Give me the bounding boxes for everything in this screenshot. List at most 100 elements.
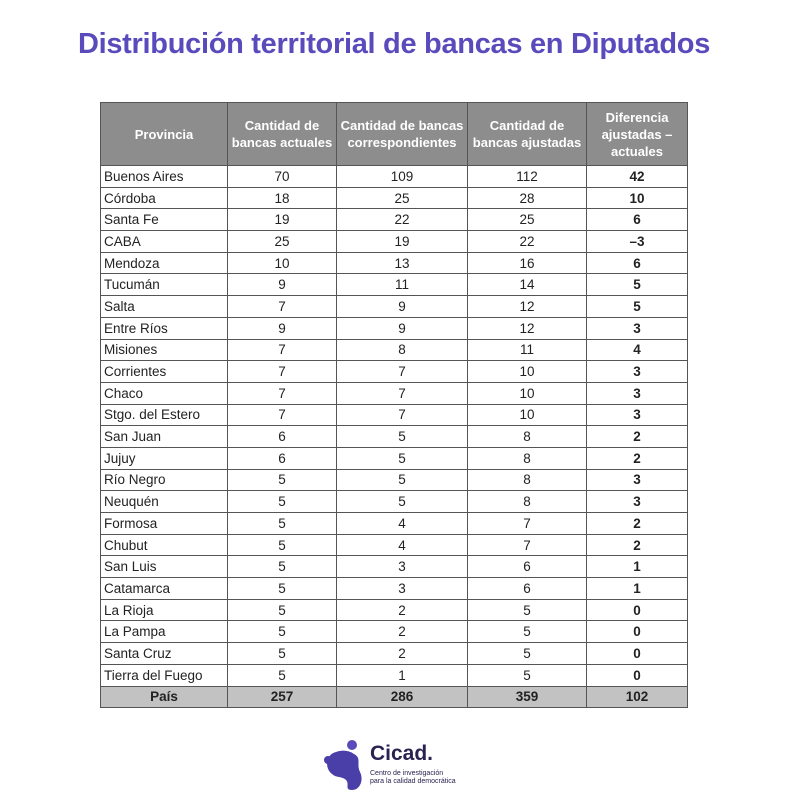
table-row: Jujuy 6 5 8 2 xyxy=(100,446,688,470)
cell-diferencia: 1 xyxy=(586,577,688,600)
table-row: San Luis 5 3 6 1 xyxy=(100,555,688,579)
table-row: Stgo. del Estero 7 7 10 3 xyxy=(100,403,688,427)
cell-provincia: Río Negro xyxy=(100,468,228,492)
cell-diferencia: 2 xyxy=(586,512,688,535)
cell-value: 8 xyxy=(467,490,587,513)
total-value: 102 xyxy=(586,685,688,708)
cell-value: 11 xyxy=(467,338,587,362)
cell-diferencia: 5 xyxy=(586,295,688,318)
cicad-logo-icon xyxy=(324,740,362,790)
cell-value: 28 xyxy=(467,186,587,210)
cell-value: 14 xyxy=(467,273,587,297)
total-label: País xyxy=(100,685,228,708)
cell-value: 5 xyxy=(467,620,587,644)
table-row: Santa Fe 19 22 25 6 xyxy=(100,208,688,232)
cell-diferencia: 3 xyxy=(586,381,688,405)
cell-value: 5 xyxy=(336,425,468,448)
table-row: Salta 7 9 12 5 xyxy=(100,295,688,318)
cell-provincia: Corrientes xyxy=(100,360,228,383)
cell-value: 9 xyxy=(336,316,468,340)
cell-value: 8 xyxy=(467,446,587,470)
table-row: Chubut 5 4 7 2 xyxy=(100,533,688,557)
table-row: CABA 25 19 22 –3 xyxy=(100,230,688,253)
cell-diferencia: 0 xyxy=(586,598,688,622)
cell-value: 5 xyxy=(336,446,468,470)
cell-value: 9 xyxy=(227,273,337,297)
cell-diferencia: 6 xyxy=(586,208,688,232)
cell-value: 4 xyxy=(336,512,468,535)
cell-value: 22 xyxy=(336,208,468,232)
table-row: Entre Ríos 9 9 12 3 xyxy=(100,316,688,340)
cell-diferencia: 3 xyxy=(586,403,688,427)
cell-value: 5 xyxy=(227,598,337,622)
cell-value: 7 xyxy=(227,295,337,318)
total-value: 257 xyxy=(227,685,337,708)
cell-provincia: Córdoba xyxy=(100,186,228,210)
cell-value: 5 xyxy=(227,663,337,687)
cell-value: 5 xyxy=(227,512,337,535)
cell-diferencia: 2 xyxy=(586,533,688,557)
cell-value: 7 xyxy=(227,360,337,383)
cell-value: 25 xyxy=(467,208,587,232)
table-row: Santa Cruz 5 2 5 0 xyxy=(100,642,688,665)
cell-value: 5 xyxy=(227,555,337,579)
cell-provincia: Formosa xyxy=(100,512,228,535)
cell-provincia: San Juan xyxy=(100,425,228,448)
cell-value: 6 xyxy=(467,577,587,600)
logo-subtitle-line2: para la calidad democrática xyxy=(370,778,456,785)
cell-value: 18 xyxy=(227,186,337,210)
cell-provincia: Neuquén xyxy=(100,490,228,513)
cell-diferencia: 10 xyxy=(586,186,688,210)
cell-provincia: Catamarca xyxy=(100,577,228,600)
cell-value: 19 xyxy=(336,230,468,253)
cell-provincia: Tucumán xyxy=(100,273,228,297)
cell-value: 109 xyxy=(336,165,468,188)
cell-value: 22 xyxy=(467,230,587,253)
data-table: Provincia Cantidad de bancas actuales Ca… xyxy=(100,102,688,708)
column-header-correspondientes: Cantidad de bancas correspondientes xyxy=(336,102,468,166)
table-row: Tucumán 9 11 14 5 xyxy=(100,273,688,297)
cell-value: 5 xyxy=(336,490,468,513)
cell-diferencia: 4 xyxy=(586,338,688,362)
column-header-provincia: Provincia xyxy=(100,102,228,166)
cell-provincia: Stgo. del Estero xyxy=(100,403,228,427)
cell-value: 2 xyxy=(336,620,468,644)
cell-provincia: San Luis xyxy=(100,555,228,579)
column-header-ajustadas: Cantidad de bancas ajustadas xyxy=(467,102,587,166)
cell-value: 5 xyxy=(227,577,337,600)
cell-value: 5 xyxy=(467,642,587,665)
cell-value: 8 xyxy=(467,425,587,448)
cell-provincia: Chaco xyxy=(100,381,228,405)
table-total-row: País 257 286 359 102 xyxy=(100,685,688,708)
cell-value: 6 xyxy=(227,446,337,470)
cell-provincia: Santa Fe xyxy=(100,208,228,232)
cell-value: 7 xyxy=(467,512,587,535)
cell-provincia: Santa Cruz xyxy=(100,642,228,665)
cell-provincia: Mendoza xyxy=(100,251,228,275)
table-row: Misiones 7 8 11 4 xyxy=(100,338,688,362)
total-value: 286 xyxy=(336,685,468,708)
cell-value: 5 xyxy=(227,533,337,557)
cell-value: 7 xyxy=(227,338,337,362)
table-row: Buenos Aires 70 109 112 42 xyxy=(100,165,688,188)
cell-value: 7 xyxy=(336,403,468,427)
cell-value: 8 xyxy=(467,468,587,492)
cell-value: 112 xyxy=(467,165,587,188)
cell-value: 2 xyxy=(336,642,468,665)
cell-value: 5 xyxy=(336,468,468,492)
table-row: Catamarca 5 3 6 1 xyxy=(100,577,688,600)
cell-value: 7 xyxy=(227,381,337,405)
cell-diferencia: 42 xyxy=(586,165,688,188)
cell-value: 25 xyxy=(336,186,468,210)
cell-value: 19 xyxy=(227,208,337,232)
table-row: La Pampa 5 2 5 0 xyxy=(100,620,688,644)
cell-diferencia: 1 xyxy=(586,555,688,579)
cell-value: 10 xyxy=(467,381,587,405)
cell-diferencia: 3 xyxy=(586,316,688,340)
cell-value: 9 xyxy=(336,295,468,318)
cell-value: 25 xyxy=(227,230,337,253)
cell-value: 5 xyxy=(467,663,587,687)
cell-value: 3 xyxy=(336,577,468,600)
cell-diferencia: –3 xyxy=(586,230,688,253)
cell-diferencia: 6 xyxy=(586,251,688,275)
